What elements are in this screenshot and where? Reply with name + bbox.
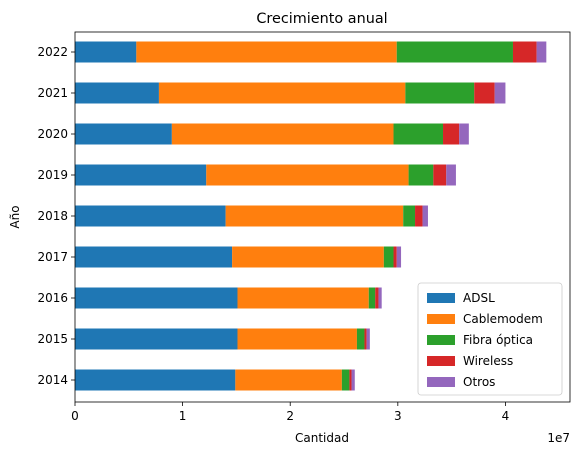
bar-2014-cablemodem [235, 369, 342, 391]
y-tick-label: 2017 [37, 250, 68, 264]
bar-2021-cablemodem [158, 82, 406, 104]
x-tick-label: 2 [286, 409, 294, 423]
bar-2015-cablemodem [237, 328, 357, 350]
bar-2019-wireless [433, 164, 447, 186]
legend: ADSL Cablemodem Fibra óptica Wireless Otros [417, 282, 563, 396]
bar-2015-adsl [75, 328, 238, 350]
bar-2020-otros [459, 123, 469, 145]
bar-2017-fibra-ptica [383, 246, 394, 268]
x-tick-label: 0 [71, 409, 79, 423]
bar-2014-wireless [349, 369, 352, 391]
y-tick-label: 2016 [37, 291, 68, 305]
bar-2018-cablemodem [225, 205, 404, 227]
bar-2020-cablemodem [171, 123, 394, 145]
x-offset-label: 1e7 [547, 431, 570, 445]
bar-2016-otros [378, 287, 382, 309]
bar-2018-adsl [75, 205, 226, 227]
chart-title: Crecimiento anual [256, 11, 387, 27]
x-axis-label: Cantidad [295, 431, 349, 445]
bar-2016-cablemodem [237, 287, 369, 309]
y-tick-label: 2019 [37, 168, 68, 182]
bar-2014-otros [351, 369, 355, 391]
bar-2019-cablemodem [206, 164, 409, 186]
y-tick-label: 2021 [37, 86, 68, 100]
y-axis: 2014 2015 2016 2017 2018 2019 2020 2021 2022 [37, 45, 75, 387]
bar-2015-fibra-ptica [356, 328, 365, 350]
legend-swatch [427, 293, 455, 303]
legend-swatch [427, 335, 455, 345]
y-tick-label: 2018 [37, 209, 68, 223]
bar-2019-fibra-ptica [408, 164, 434, 186]
bar-2021-otros [494, 82, 506, 104]
bar-2022-wireless [512, 41, 537, 63]
bar-2016-adsl [75, 287, 238, 309]
legend-swatch [427, 377, 455, 387]
legend-swatch [427, 356, 455, 366]
bar-2019-adsl [75, 164, 207, 186]
bar-2021-wireless [474, 82, 495, 104]
y-tick-label: 2020 [37, 127, 68, 141]
bar-2017-adsl [75, 246, 233, 268]
legend-label: Wireless [463, 354, 513, 368]
bar-2017-wireless [393, 246, 397, 268]
bar-2021-adsl [75, 82, 159, 104]
x-axis: 0 1 2 3 4 [71, 402, 509, 423]
bar-2020-adsl [75, 123, 172, 145]
plot-frame [74, 31, 571, 403]
bar-2022-fibra-ptica [396, 41, 513, 63]
bar-2016-wireless [375, 287, 379, 309]
bar-2022-otros [536, 41, 547, 63]
bar-2019-otros [446, 164, 456, 186]
bars-layer [75, 41, 547, 391]
x-tick-label: 1 [179, 409, 187, 423]
x-tick-label: 3 [394, 409, 402, 423]
bar-2014-adsl [75, 369, 236, 391]
bar-2015-wireless [364, 328, 367, 350]
legend-label: ADSL [463, 291, 495, 305]
bar-2018-wireless [415, 205, 423, 227]
bar-2018-fibra-ptica [403, 205, 416, 227]
bar-2017-otros [396, 246, 402, 268]
bar-2016-fibra-ptica [368, 287, 376, 309]
y-tick-label: 2015 [37, 332, 68, 346]
legend-label: Fibra óptica [463, 333, 533, 347]
bar-2020-fibra-ptica [393, 123, 444, 145]
legend-box [417, 282, 563, 396]
bar-2022-cablemodem [136, 41, 397, 63]
legend-swatch [427, 314, 455, 324]
bar-2021-fibra-ptica [405, 82, 475, 104]
bar-2018-otros [422, 205, 428, 227]
x-tick-label: 4 [502, 409, 510, 423]
y-tick-label: 2022 [37, 45, 68, 59]
legend-label: Cablemodem [463, 312, 543, 326]
bar-2015-otros [366, 328, 370, 350]
bar-2014-fibra-ptica [341, 369, 350, 391]
legend-label: Otros [463, 375, 495, 389]
y-tick-label: 2014 [37, 373, 68, 387]
y-axis-label: Año [8, 205, 22, 228]
bar-2022-adsl [75, 41, 137, 63]
bar-2020-wireless [443, 123, 460, 145]
bar-2017-cablemodem [232, 246, 384, 268]
